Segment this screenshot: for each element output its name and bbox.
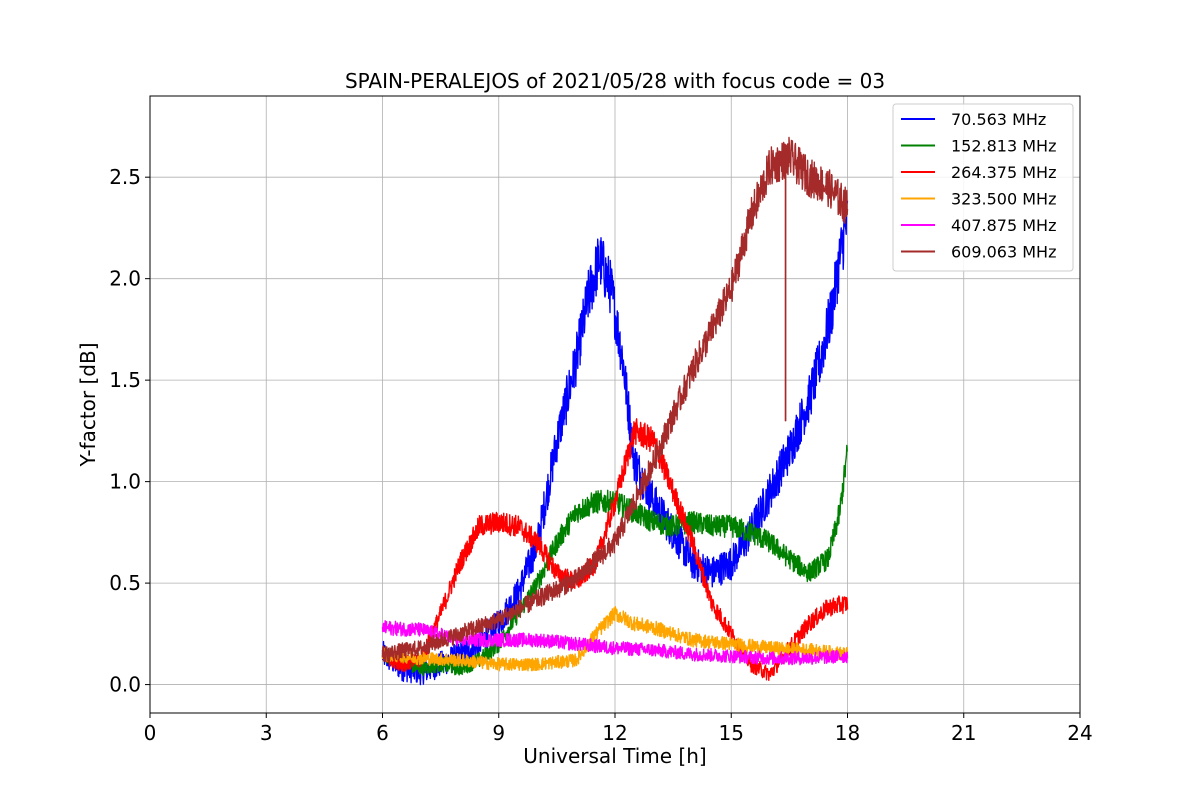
x-tick-label: 6	[376, 721, 389, 745]
x-tick-label: 24	[1067, 721, 1092, 745]
series-line	[381, 197, 849, 686]
x-tick-label: 15	[719, 721, 744, 745]
series-line	[381, 444, 848, 677]
series-line	[381, 606, 849, 672]
y-tick-label: 2.5	[109, 165, 141, 189]
y-tick-label: 1.5	[109, 368, 141, 392]
legend-label: 407.875 MHz	[951, 216, 1056, 235]
y-tick-label: 1.0	[109, 470, 141, 494]
y-axis-label: Y-factor [dB]	[76, 342, 100, 467]
legend-label: 609.063 MHz	[951, 243, 1056, 262]
grid	[149, 96, 1081, 713]
x-tick-label: 12	[602, 721, 627, 745]
x-tick-label: 21	[951, 721, 976, 745]
x-tick-label: 9	[492, 721, 505, 745]
ticks: 0 3 6 9 12 15 18 21 24 0.0 0.5 1.0 1.5 2.0 2.5	[109, 165, 1093, 745]
x-tick-label: 0	[144, 721, 157, 745]
legend-label: 152.813 MHz	[951, 137, 1056, 156]
x-tick-label: 18	[835, 721, 860, 745]
legend-label: 70.563 MHz	[951, 110, 1046, 129]
x-axis-label: Universal Time [h]	[523, 744, 706, 768]
series-line	[381, 418, 849, 681]
legend-box	[892, 103, 1074, 272]
y-tick-label: 0.5	[109, 571, 141, 595]
legend-label: 264.375 MHz	[951, 163, 1056, 182]
legend: 70.563 MHz 152.813 MHz 264.375 MHz 323.500 …	[892, 103, 1074, 272]
y-tick-label: 0.0	[109, 673, 141, 697]
series-layer	[381, 136, 849, 686]
legend-label: 323.500 MHz	[951, 190, 1056, 209]
x-tick-label: 3	[260, 721, 273, 745]
series-line	[381, 136, 849, 662]
chart-title: SPAIN-PERALEJOS of 2021/05/28 with focus…	[345, 69, 885, 93]
y-tick-label: 2.0	[109, 267, 141, 291]
